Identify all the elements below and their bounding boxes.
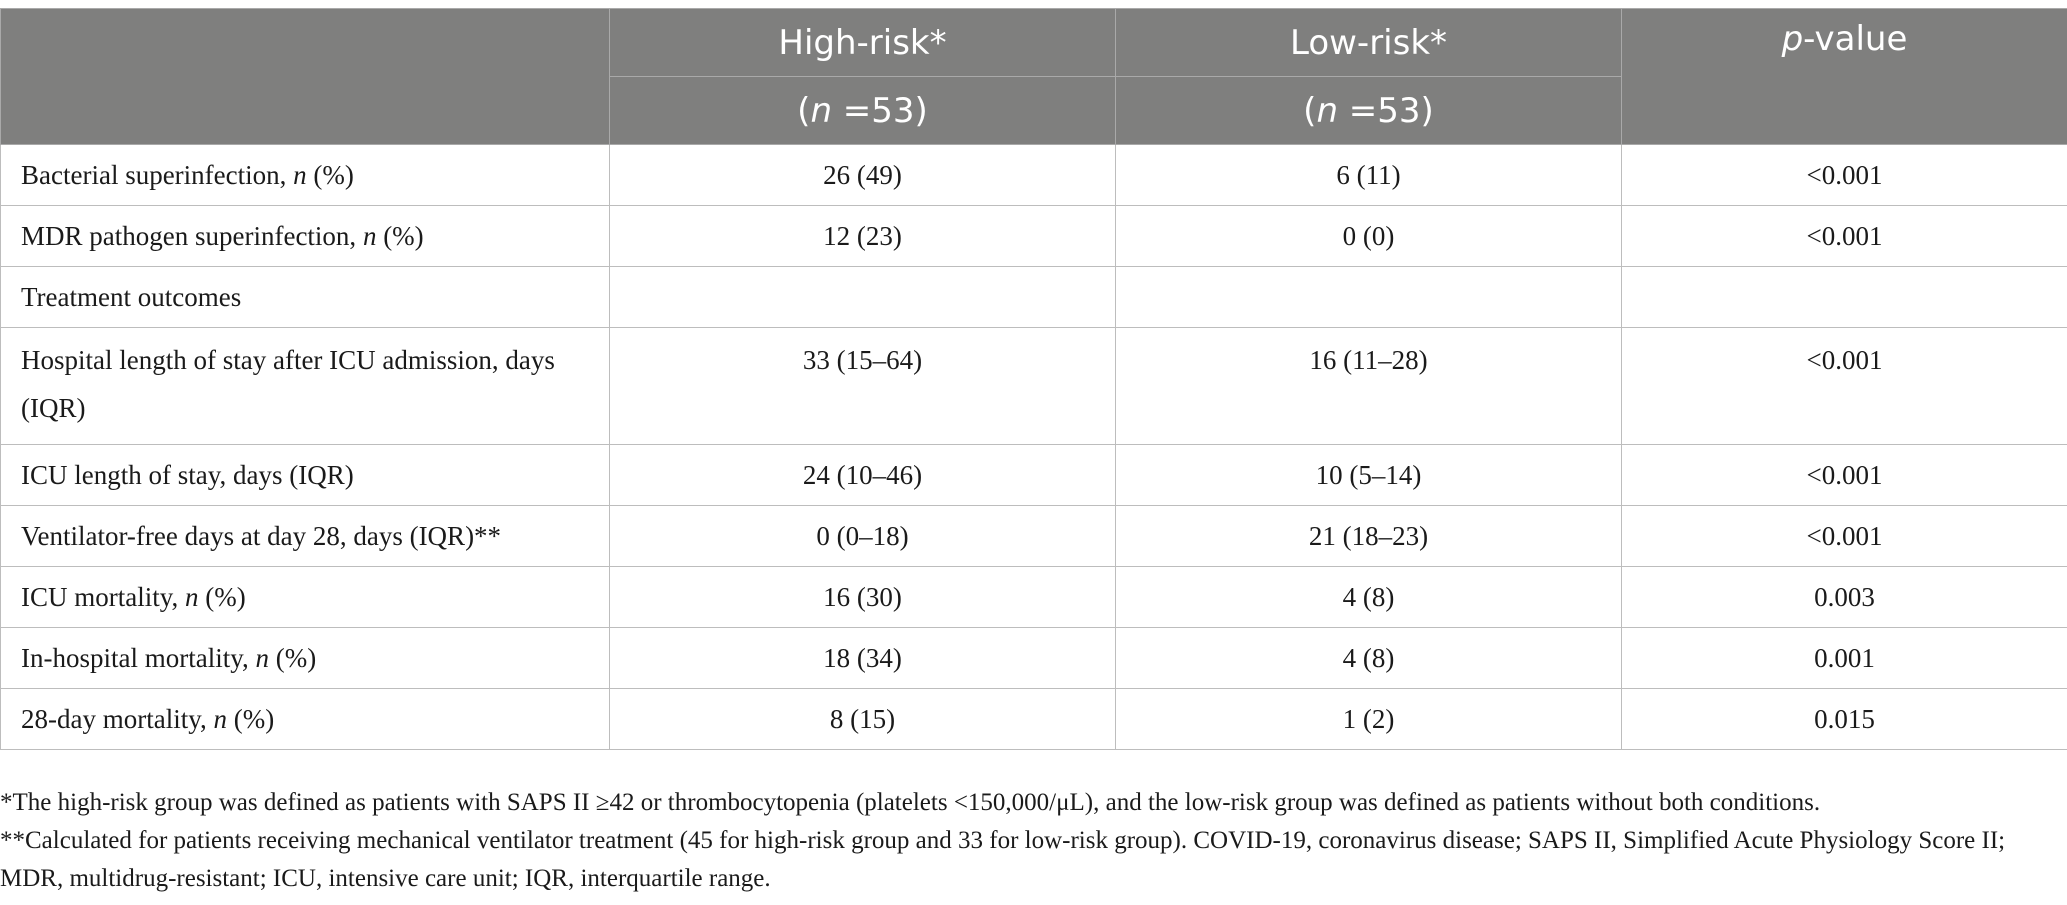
low-risk-value: 4 (8)	[1115, 566, 1622, 628]
table-row: Ventilator-free days at day 28, days (IQ…	[0, 505, 2067, 567]
low-risk-value: 10 (5–14)	[1115, 444, 1622, 506]
table-row: Hospital length of stay after ICU admiss…	[0, 327, 2067, 445]
row-label: MDR pathogen superinfection, n (%)	[0, 205, 610, 267]
row-label: 28-day mortality, n (%)	[0, 688, 610, 750]
results-table-container: High-risk* Low-risk* p-value (n =53) (n …	[0, 8, 2067, 750]
table-row: 28-day mortality, n (%) 8 (15) 1 (2) 0.0…	[0, 688, 2067, 750]
row-label: Ventilator-free days at day 28, days (IQ…	[0, 505, 610, 567]
n-open: (	[797, 90, 811, 131]
p-value: <0.001	[1621, 444, 2067, 506]
high-risk-value: 33 (15–64)	[609, 327, 1116, 445]
low-risk-value: 6 (11)	[1115, 144, 1622, 206]
low-risk-value: 4 (8)	[1115, 627, 1622, 689]
p-value: <0.001	[1621, 144, 2067, 206]
p-italic: p	[1781, 19, 1804, 59]
p-value: 0.015	[1621, 688, 2067, 750]
p-rest: -value	[1803, 19, 1908, 59]
p-value	[1621, 266, 2067, 328]
row-label: Hospital length of stay after ICU admiss…	[0, 327, 610, 445]
header-p-value: p-value	[1621, 8, 2067, 145]
high-risk-value: 0 (0–18)	[609, 505, 1116, 567]
high-risk-value: 26 (49)	[609, 144, 1116, 206]
p-value: <0.001	[1621, 505, 2067, 567]
row-label: Treatment outcomes	[0, 266, 610, 328]
footnote-1: *The high-risk group was defined as pati…	[0, 789, 1821, 816]
high-risk-value: 24 (10–46)	[609, 444, 1116, 506]
low-risk-value: 16 (11–28)	[1115, 327, 1622, 445]
table-row: Bacterial superinfection, n (%) 26 (49) …	[0, 144, 2067, 206]
row-label: ICU mortality, n (%)	[0, 566, 610, 628]
header-high-risk: High-risk*	[609, 8, 1116, 77]
n-italic: n	[810, 90, 832, 131]
high-risk-value	[609, 266, 1116, 328]
high-risk-value: 16 (30)	[609, 566, 1116, 628]
p-value: 0.003	[1621, 566, 2067, 628]
high-risk-value: 8 (15)	[609, 688, 1116, 750]
row-label: ICU length of stay, days (IQR)	[0, 444, 610, 506]
outcomes-table: High-risk* Low-risk* p-value (n =53) (n …	[0, 8, 2067, 750]
table-row: Treatment outcomes	[0, 266, 2067, 328]
table-row: ICU mortality, n (%) 16 (30) 4 (8) 0.003	[0, 566, 2067, 628]
header-n-row: (n =53) (n =53)	[1, 76, 2067, 145]
p-value: 0.001	[1621, 627, 2067, 689]
row-label: In-hospital mortality, n (%)	[0, 627, 610, 689]
n-open: (	[1303, 90, 1317, 131]
p-value: <0.001	[1621, 205, 2067, 267]
footnote-2: **Calculated for patients receiving mech…	[0, 827, 2006, 892]
n-italic: n	[1316, 90, 1338, 131]
p-value: <0.001	[1621, 327, 2067, 445]
low-risk-value: 0 (0)	[1115, 205, 1622, 267]
footnotes: *The high-risk group was defined as pati…	[0, 784, 2067, 898]
n-rest: =53)	[1338, 90, 1434, 131]
row-label: Bacterial superinfection, n (%)	[0, 144, 610, 206]
table-row: MDR pathogen superinfection, n (%) 12 (2…	[0, 205, 2067, 267]
header-row: High-risk* Low-risk* p-value	[0, 8, 2067, 145]
header-low-n: (n =53)	[1115, 76, 1622, 145]
high-risk-value: 12 (23)	[609, 205, 1116, 267]
table-row: In-hospital mortality, n (%) 18 (34) 4 (…	[0, 627, 2067, 689]
n-rest: =53)	[832, 90, 928, 131]
low-risk-value: 1 (2)	[1115, 688, 1622, 750]
low-risk-value: 21 (18–23)	[1115, 505, 1622, 567]
high-risk-value: 18 (34)	[609, 627, 1116, 689]
table-row: ICU length of stay, days (IQR) 24 (10–46…	[0, 444, 2067, 506]
header-blank-cell	[0, 8, 610, 145]
header-high-n: (n =53)	[609, 76, 1116, 145]
header-low-risk: Low-risk*	[1115, 8, 1622, 77]
low-risk-value	[1115, 266, 1622, 328]
